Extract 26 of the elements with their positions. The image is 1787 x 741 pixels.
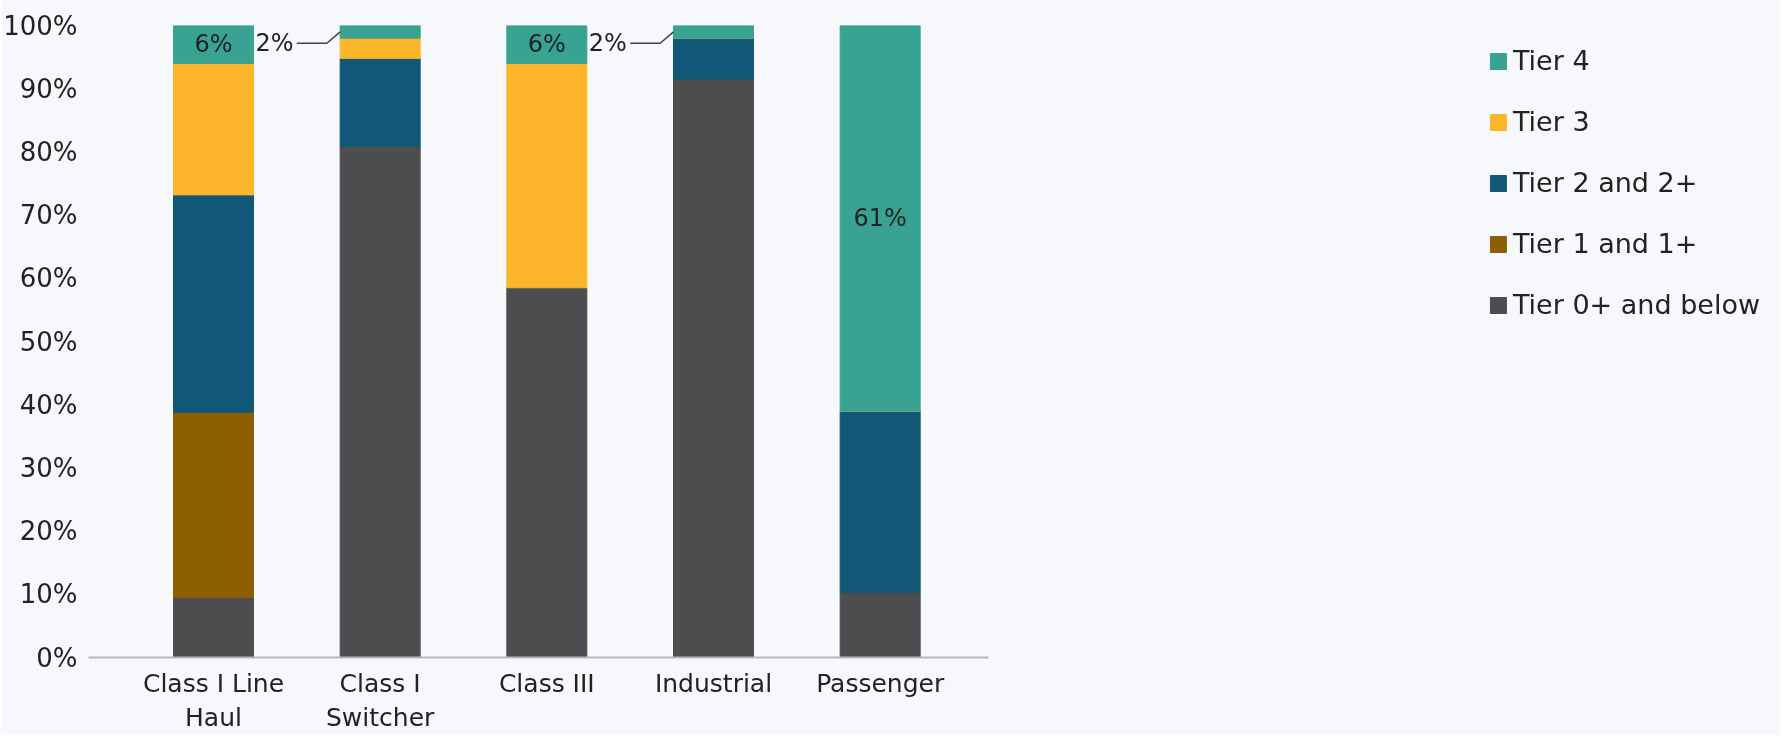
legend-label: Tier 2 and 2+ <box>1512 167 1698 198</box>
x-tick-label: Passenger <box>816 668 945 698</box>
legend-label: Tier 1 and 1+ <box>1512 228 1698 259</box>
data-label: 61% <box>853 204 907 233</box>
data-label: 2% <box>588 29 627 58</box>
y-tick-label: 90% <box>19 73 78 104</box>
x-tick-label: Class I Line Haul <box>142 668 285 733</box>
x-tick-label: Industrial <box>654 668 773 698</box>
legend-label: Tier 3 <box>1512 106 1590 137</box>
x-tick-label: Class I Switcher <box>326 668 436 733</box>
y-tick-label: 20% <box>19 516 78 547</box>
y-tick-label: 80% <box>19 136 78 167</box>
legend-label: Tier 4 <box>1512 45 1590 76</box>
y-tick-label: 40% <box>19 389 78 420</box>
y-tick-label: 60% <box>19 263 78 294</box>
x-tick-label: Class III <box>498 668 595 698</box>
y-tick-label: 0% <box>36 642 78 673</box>
legend-label: Tier 0+ and below <box>1512 289 1760 320</box>
y-tick-label: 50% <box>19 326 78 357</box>
y-tick-label: 100% <box>3 10 78 41</box>
data-label: 6% <box>527 30 566 59</box>
y-tick-label: 30% <box>19 452 78 483</box>
data-label: 6% <box>194 30 233 59</box>
y-tick-label: 70% <box>19 200 78 231</box>
y-tick-label: 10% <box>19 579 78 610</box>
data-label: 2% <box>255 29 294 58</box>
